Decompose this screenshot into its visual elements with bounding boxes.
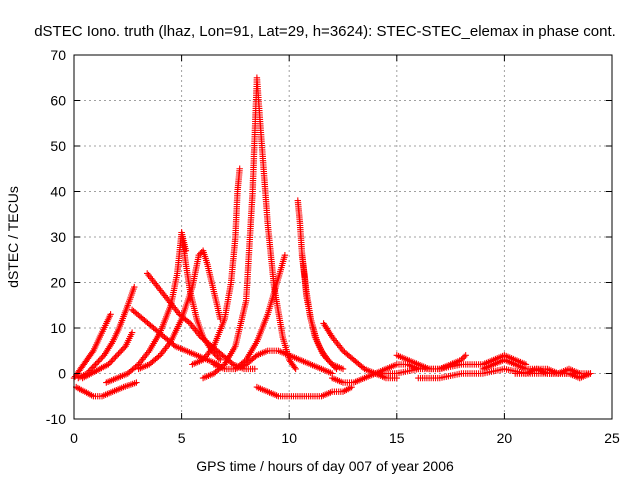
chart-title: dSTEC Iono. truth (lhaz, Lon=91, Lat=29,…	[34, 23, 616, 40]
data-marks	[232, 347, 336, 377]
data-series-13	[232, 347, 336, 377]
data-marks	[75, 283, 138, 382]
data-marks	[79, 329, 136, 382]
x-tick-label: 10	[281, 430, 297, 446]
data-marks	[298, 252, 340, 373]
data-marks	[135, 247, 224, 373]
data-series-2	[75, 283, 138, 382]
x-tick-label: 0	[70, 430, 78, 446]
x-tick-label: 15	[389, 430, 405, 446]
grid-layer	[74, 55, 612, 419]
x-tick-label: 5	[178, 430, 186, 446]
y-tick-label: 10	[50, 320, 66, 336]
data-marks	[329, 361, 422, 386]
data-marks	[128, 306, 222, 368]
data-series-12	[210, 252, 289, 373]
y-tick-label: 0	[58, 366, 66, 382]
y-tick-label: 60	[50, 93, 66, 109]
x-axis-title: GPS time / hours of day 007 of year 2006	[196, 458, 454, 474]
data-series-23	[512, 365, 594, 382]
data-series-10	[189, 165, 243, 368]
data-series-4	[73, 379, 140, 400]
data-marks	[253, 383, 355, 400]
data-marks	[210, 252, 289, 373]
data-series-18	[329, 361, 422, 386]
data-series-16	[298, 252, 340, 373]
data-series-8	[135, 247, 224, 373]
data-marks	[73, 379, 140, 400]
y-tick-label: 50	[50, 138, 66, 154]
data-series-9	[128, 306, 222, 368]
x-tick-label: 25	[604, 430, 620, 446]
data-marks	[372, 352, 530, 377]
data-marks	[199, 74, 299, 382]
data-layer	[70, 74, 594, 400]
y-tick-label: 40	[50, 184, 66, 200]
data-series-20	[372, 352, 530, 377]
y-tick-label: 20	[50, 275, 66, 291]
data-marks	[189, 165, 243, 368]
y-axis-title: dSTEC / TECUs	[5, 186, 21, 288]
x-tick-label: 20	[497, 430, 513, 446]
data-series-14	[253, 383, 355, 400]
y-tick-label: -10	[46, 411, 66, 427]
data-marks	[512, 365, 594, 382]
data-series-3	[79, 329, 136, 382]
y-tick-label: 70	[50, 47, 66, 63]
data-series-11	[199, 74, 299, 382]
y-tick-label: 30	[50, 229, 66, 245]
